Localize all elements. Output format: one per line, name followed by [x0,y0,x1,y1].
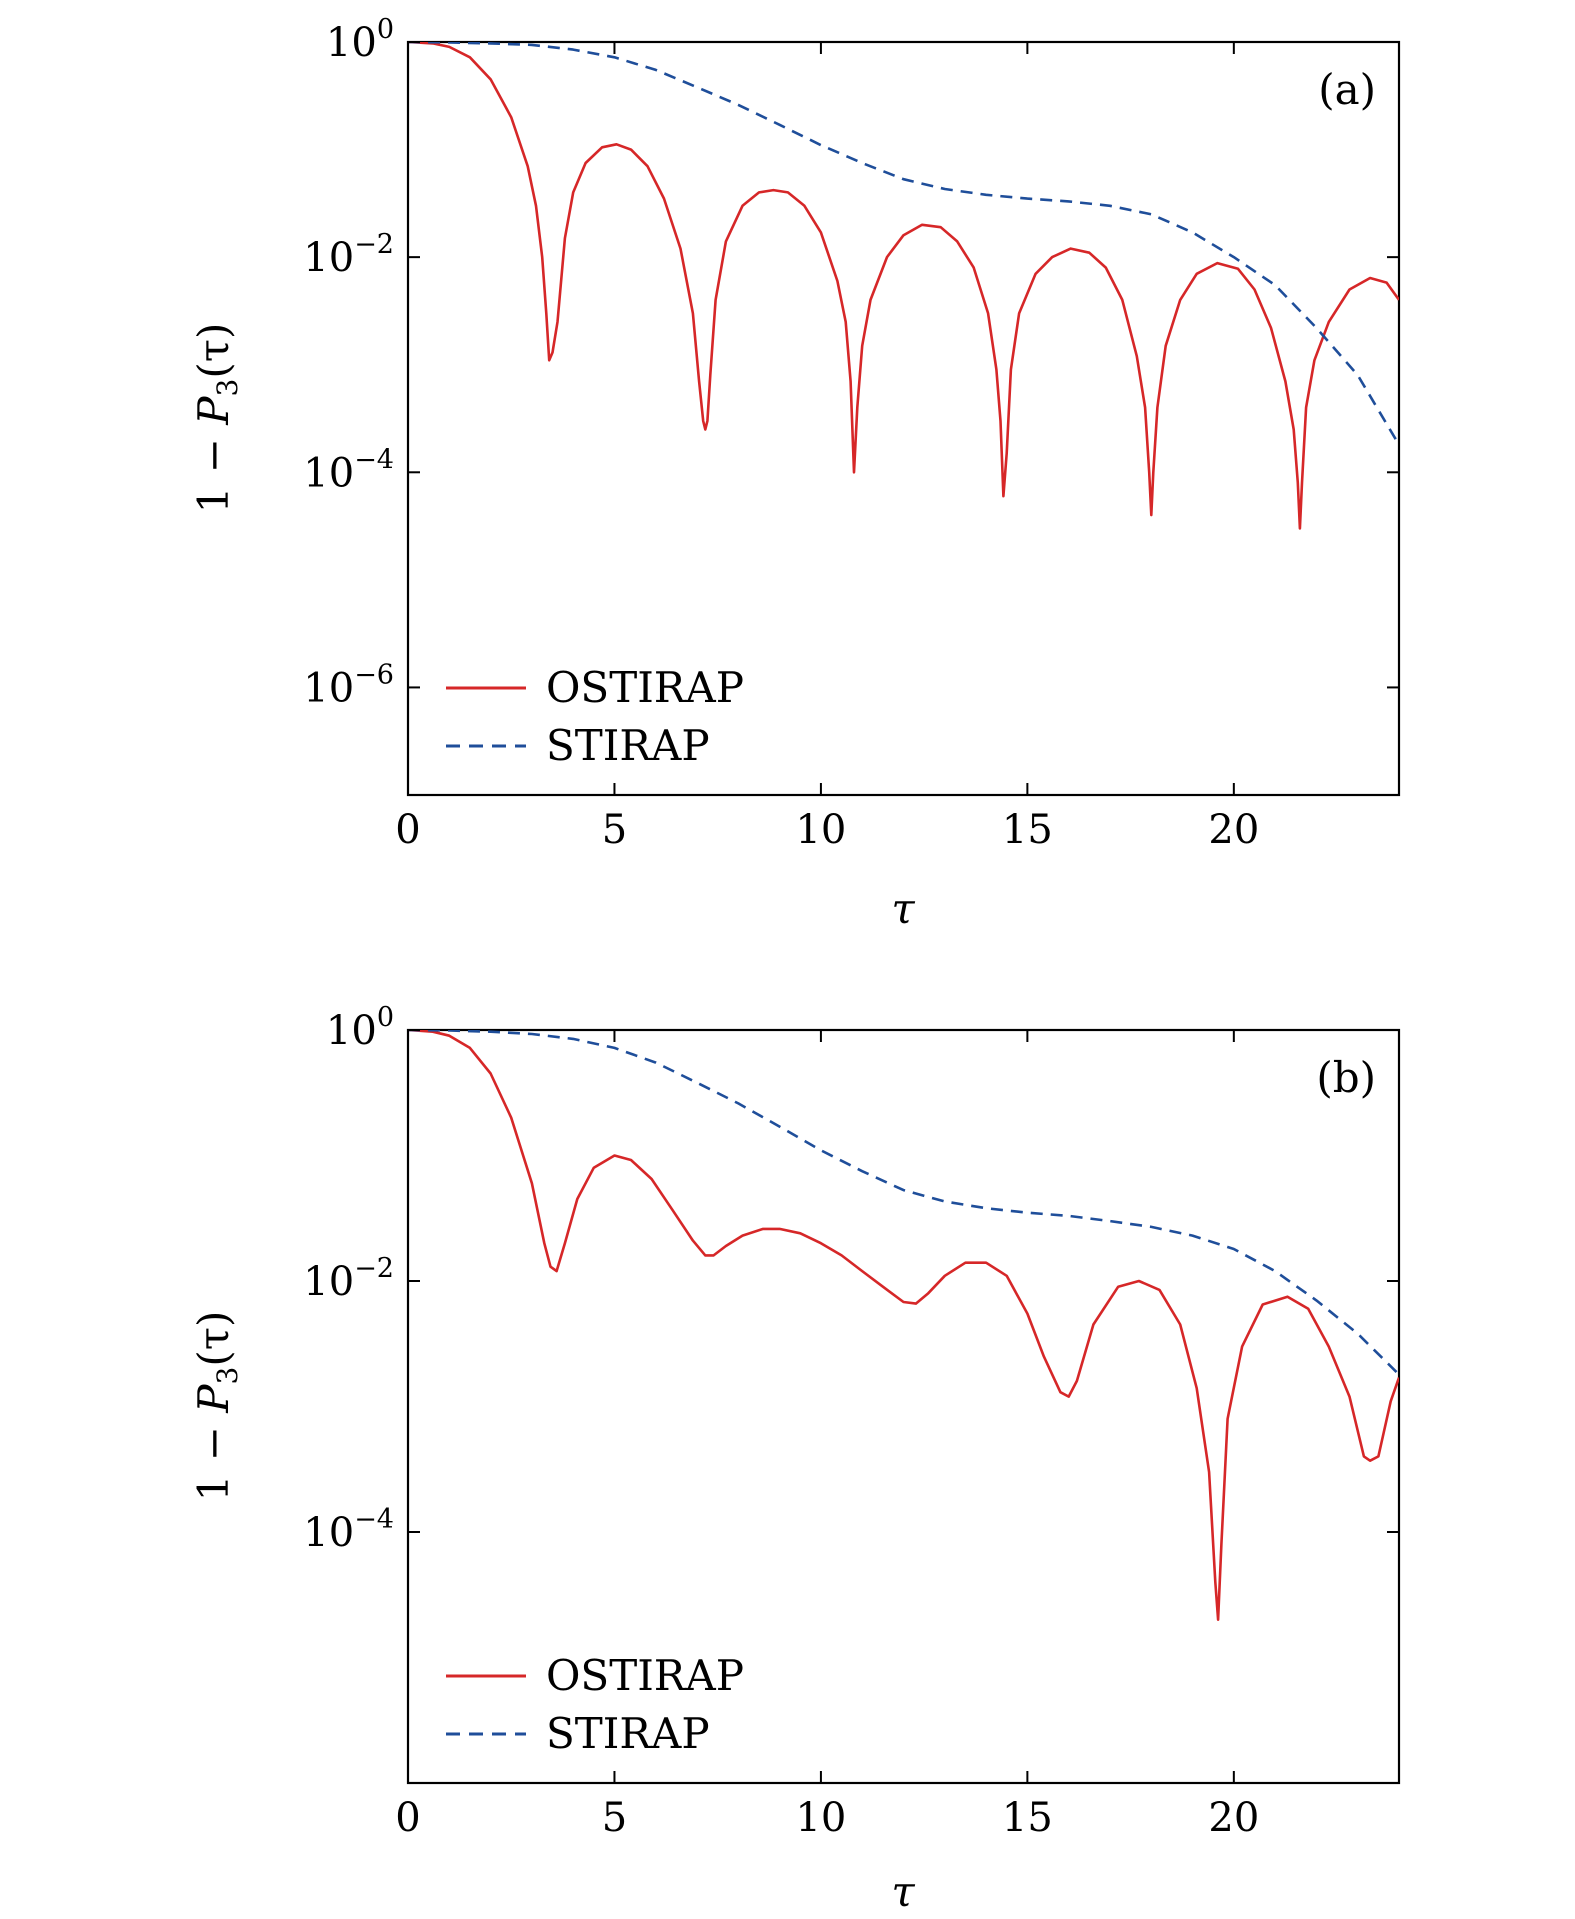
legend-label-ostirap: OSTIRAP [546,663,744,712]
y-axis-label: 1 − P3(τ) [189,1311,244,1502]
x-tick-label: 0 [395,807,420,853]
x-tick-label: 0 [395,1795,420,1841]
x-tick-label: 15 [1002,807,1053,853]
x-tick-label: 10 [795,1795,846,1841]
x-tick-label: 5 [602,1795,627,1841]
y-tick-label: 10−4 [303,444,394,496]
y-tick-label: 100 [326,14,394,66]
x-tick-label: 5 [602,807,627,853]
y-tick-label: 100 [326,1002,394,1054]
panel-label: (a) [1318,65,1376,114]
y-axis-label-suffix: (τ) [189,1311,238,1367]
legend: OSTIRAP STIRAP [446,1651,744,1758]
x-axis-label: τ [891,884,915,933]
plot-frame [406,40,1401,797]
series-group [408,42,1399,530]
y-tick-label: 10−4 [303,1504,394,1556]
legend-label-stirap: STIRAP [546,1709,710,1758]
y-tick-label: 10−2 [303,1253,394,1305]
x-tick-label: 20 [1208,1795,1259,1841]
legend: OSTIRAP STIRAP [446,663,744,770]
series-stirap [408,1030,1399,1376]
series-stirap [408,42,1399,446]
y-ticks: 100 10−2 10−4 10−6 [303,14,1399,711]
panel-a: 0 5 10 15 20 100 10−2 10−4 10−6 (a) OSTIRAP STI… [189,14,1401,933]
x-ticks: 0 5 10 15 20 [395,1030,1259,1841]
series-ostirap [408,1030,1399,1621]
x-tick-label: 10 [795,807,846,853]
plot-frame [406,1028,1401,1785]
legend-label-ostirap: OSTIRAP [546,1651,744,1700]
y-axis-label-prefix: 1 − [189,425,238,514]
panel-label: (b) [1316,1053,1376,1102]
x-axis-label: τ [891,1867,915,1916]
y-tick-label: 10−6 [303,659,394,711]
y-axis-label-sub: 3 [211,1367,244,1385]
legend-label-stirap: STIRAP [546,721,710,770]
y-tick-label: 10−2 [303,229,394,281]
x-ticks: 0 5 10 15 20 [395,42,1259,853]
x-tick-label: 20 [1208,807,1259,853]
series-group [408,1030,1399,1621]
y-axis-label-var: P [189,396,238,426]
y-axis-label-var: P [189,1384,238,1414]
y-axis-label-sub: 3 [211,379,244,397]
y-axis-label-suffix: (τ) [189,323,238,379]
y-axis-label-prefix: 1 − [189,1413,238,1502]
y-ticks: 100 10−2 10−4 [303,1002,1399,1556]
series-ostirap [408,42,1399,530]
y-axis-label: 1 − P3(τ) [189,323,244,514]
x-tick-label: 15 [1002,1795,1053,1841]
